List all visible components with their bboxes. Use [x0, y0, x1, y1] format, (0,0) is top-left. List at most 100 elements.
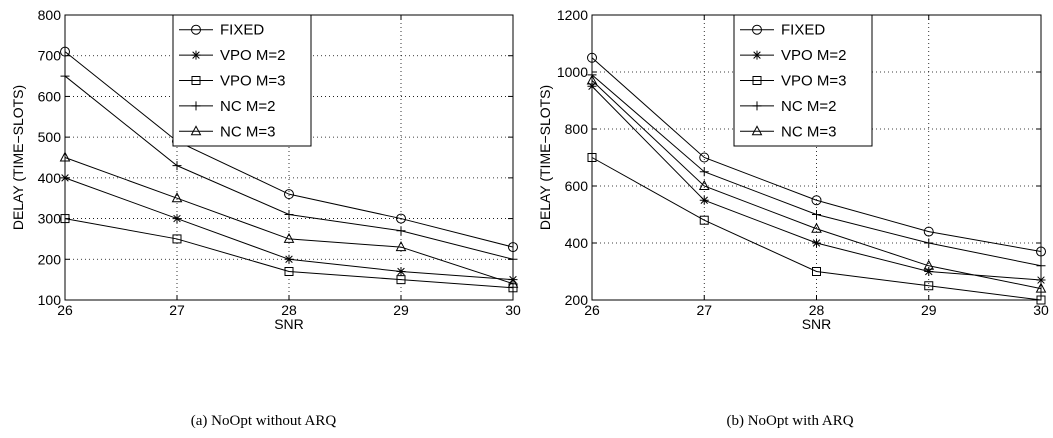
chart-a-series-2: [60, 214, 518, 293]
chart-a-series-2-line: [64, 218, 514, 289]
chart-a-series-1-point-1: [172, 214, 182, 224]
chart-a-legend-label-0: FIXED: [220, 22, 264, 39]
chart-b-legend-label-2: VPO M=3: [781, 73, 846, 90]
chart-a-legend-label-2: VPO M=3: [220, 73, 285, 90]
chart-a-series-3-point-2: [284, 210, 294, 219]
chart-a-y-axis-label: DELAY (TIME−SLOTS): [10, 85, 26, 230]
chart-b-legend-label-1: VPO M=2: [781, 47, 846, 64]
chart-b-legend: FIXED VPO M=2 VPO M=3 NC M=2 NC M=3: [733, 14, 873, 147]
chart-b-x-tick-label-2: 28: [809, 302, 825, 318]
chart-b-legend-marker-3: [752, 101, 762, 111]
chart-b-series-0: [587, 52, 1046, 257]
chart-b-series-2-point-2: [812, 267, 821, 276]
chart-b-series-0-point-2: [811, 195, 822, 206]
chart-b-y-tick-label-2: 600: [565, 178, 589, 194]
chart-a-y-tick-label-4: 500: [38, 129, 62, 145]
chart-panel-b: 26 27 28 29 30 200 400 600 800 1000 1200 SNR DELAY (…: [527, 0, 1053, 438]
chart-a-series-4-point-3: [395, 241, 407, 252]
chart-b-series-2-point-4: [1036, 295, 1046, 305]
chart-b-series-4-point-1: [698, 179, 710, 190]
chart-b-x-tick-label-0: 26: [584, 302, 600, 318]
chart-a-series-0-point-2: [284, 189, 294, 200]
chart-a-series-4-line: [64, 157, 514, 285]
chart-b-legend-marker-2: [752, 76, 762, 85]
chart-b-series-1: [587, 81, 1046, 285]
chart-a-series-1-point-0: [60, 173, 70, 183]
chart-a-series-3-point-1: [172, 161, 182, 171]
chart-a-y-tick-label-5: 600: [38, 88, 62, 104]
chart-a-series-0-point-3: [396, 213, 406, 224]
chart-b-legend-marker-1: [752, 50, 762, 60]
chart-a-series-2-point-1: [172, 234, 182, 244]
chart-b-series-2-line: [591, 157, 1042, 301]
chart-a-x-tick-label-3: 29: [393, 302, 409, 318]
chart-b-series-0-line: [591, 57, 1042, 253]
chart-b-x-tick-label-3: 29: [921, 302, 937, 318]
chart-b-series-3-point-1: [699, 167, 709, 177]
chart-b-y-tick-label-3: 800: [565, 121, 589, 137]
chart-a-x-tick-label-4: 30: [505, 302, 521, 318]
chart-b-svg: 26 27 28 29 30 200 400 600 800 1000 1200 SNR DELAY (…: [537, 7, 1049, 332]
chart-b-y-tick-label-0: 200: [565, 292, 589, 308]
chart-b-series-4: [586, 74, 1047, 293]
chart-a-series-2-point-0: [60, 214, 70, 224]
chart-a-y-tick-label-6: 700: [38, 48, 62, 64]
chart-a-x-tick-label-1: 27: [169, 302, 185, 318]
chart-b-series-1-point-4: [1036, 275, 1046, 285]
chart-a-y-tick-label-7: 800: [38, 7, 62, 23]
chart-b-legend-marker-0: [752, 24, 762, 35]
chart-a-svg: 26 27 28 29 30 100 200 300 400 500 600 700 800 SNR DEL…: [10, 7, 521, 332]
chart-a-x-tick-label-0: 26: [57, 302, 73, 318]
chart-b-y-tick-label-5: 1200: [557, 7, 588, 23]
chart-a-legend: FIXED VPO M=2 VPO M=3 NC M=2 NC M=3: [172, 14, 312, 147]
chart-b-legend-label-0: FIXED: [781, 22, 825, 39]
chart-a-series-4: [59, 151, 519, 288]
chart-a-legend-marker-0: [191, 24, 201, 35]
chart-b-y-tick-label-4: 1000: [557, 64, 588, 80]
chart-a-series-2-point-2: [284, 267, 294, 276]
chart-a-legend-label-4: NC M=3: [220, 123, 275, 140]
chart-a-series-4-point-2: [283, 232, 295, 243]
chart-b-series-4-point-3: [923, 259, 935, 270]
chart-a-series-4-point-4: [507, 277, 519, 288]
chart-b-x-tick-label-4: 30: [1033, 302, 1049, 318]
chart-b-series-1-point-3: [924, 267, 934, 276]
chart-a-legend-marker-2: [191, 76, 201, 85]
chart-a-series-2-point-4: [508, 283, 518, 293]
chart-a-series-4-point-0: [59, 151, 71, 162]
chart-panel-a: 26 27 28 29 30 100 200 300 400 500 600 700 800 SNR DEL…: [10, 7, 521, 429]
chart-b-series-3-point-2: [812, 210, 821, 219]
chart-b-x-axis-label: SNR: [802, 316, 832, 332]
chart-a-legend-marker-1: [191, 50, 201, 60]
chart-b-series-2-point-3: [924, 281, 934, 291]
chart-b-series-4-line: [591, 80, 1042, 290]
chart-a-series-2-point-3: [396, 275, 406, 285]
chart-a-series-1-point-3: [396, 267, 406, 276]
chart-a-series-3-point-4: [508, 254, 518, 264]
chart-a-legend-label-1: VPO M=2: [220, 47, 285, 64]
chart-a-series-3: [60, 71, 518, 264]
chart-a-legend-label-3: NC M=2: [220, 98, 275, 115]
chart-a-series-3-point-3: [396, 226, 406, 236]
chart-b-series-0-point-3: [923, 226, 934, 237]
chart-b-y-axis-label: DELAY (TIME−SLOTS): [537, 85, 553, 230]
chart-b-caption: (b) NoOpt with ARQ: [726, 413, 854, 429]
chart-b-legend-label-4: NC M=3: [781, 123, 836, 140]
chart-a-y-tick-label-3: 400: [38, 170, 62, 186]
chart-b-series-2: [587, 153, 1046, 305]
chart-b-series-3-point-4: [1036, 261, 1046, 271]
chart-a-legend-marker-3: [191, 101, 201, 111]
chart-b-y-tick-label-1: 400: [565, 235, 589, 251]
chart-a-series-0-line: [64, 51, 514, 248]
chart-a-series-4-point-1: [171, 192, 183, 203]
chart-b-series-1-point-0: [587, 81, 597, 91]
chart-b-series-0-point-1: [699, 152, 710, 163]
chart-b-legend-marker-4: [751, 125, 763, 136]
chart-b-series-4-point-2: [811, 222, 822, 233]
chart-b-legend-label-3: NC M=2: [781, 98, 836, 115]
chart-a-x-tick-label-2: 28: [281, 302, 297, 318]
chart-a-x-axis-label: SNR: [274, 316, 304, 332]
chart-b-series-2-point-1: [699, 215, 709, 225]
chart-b-series-4-point-4: [1035, 282, 1047, 293]
chart-a-series-0-point-0: [60, 46, 70, 57]
